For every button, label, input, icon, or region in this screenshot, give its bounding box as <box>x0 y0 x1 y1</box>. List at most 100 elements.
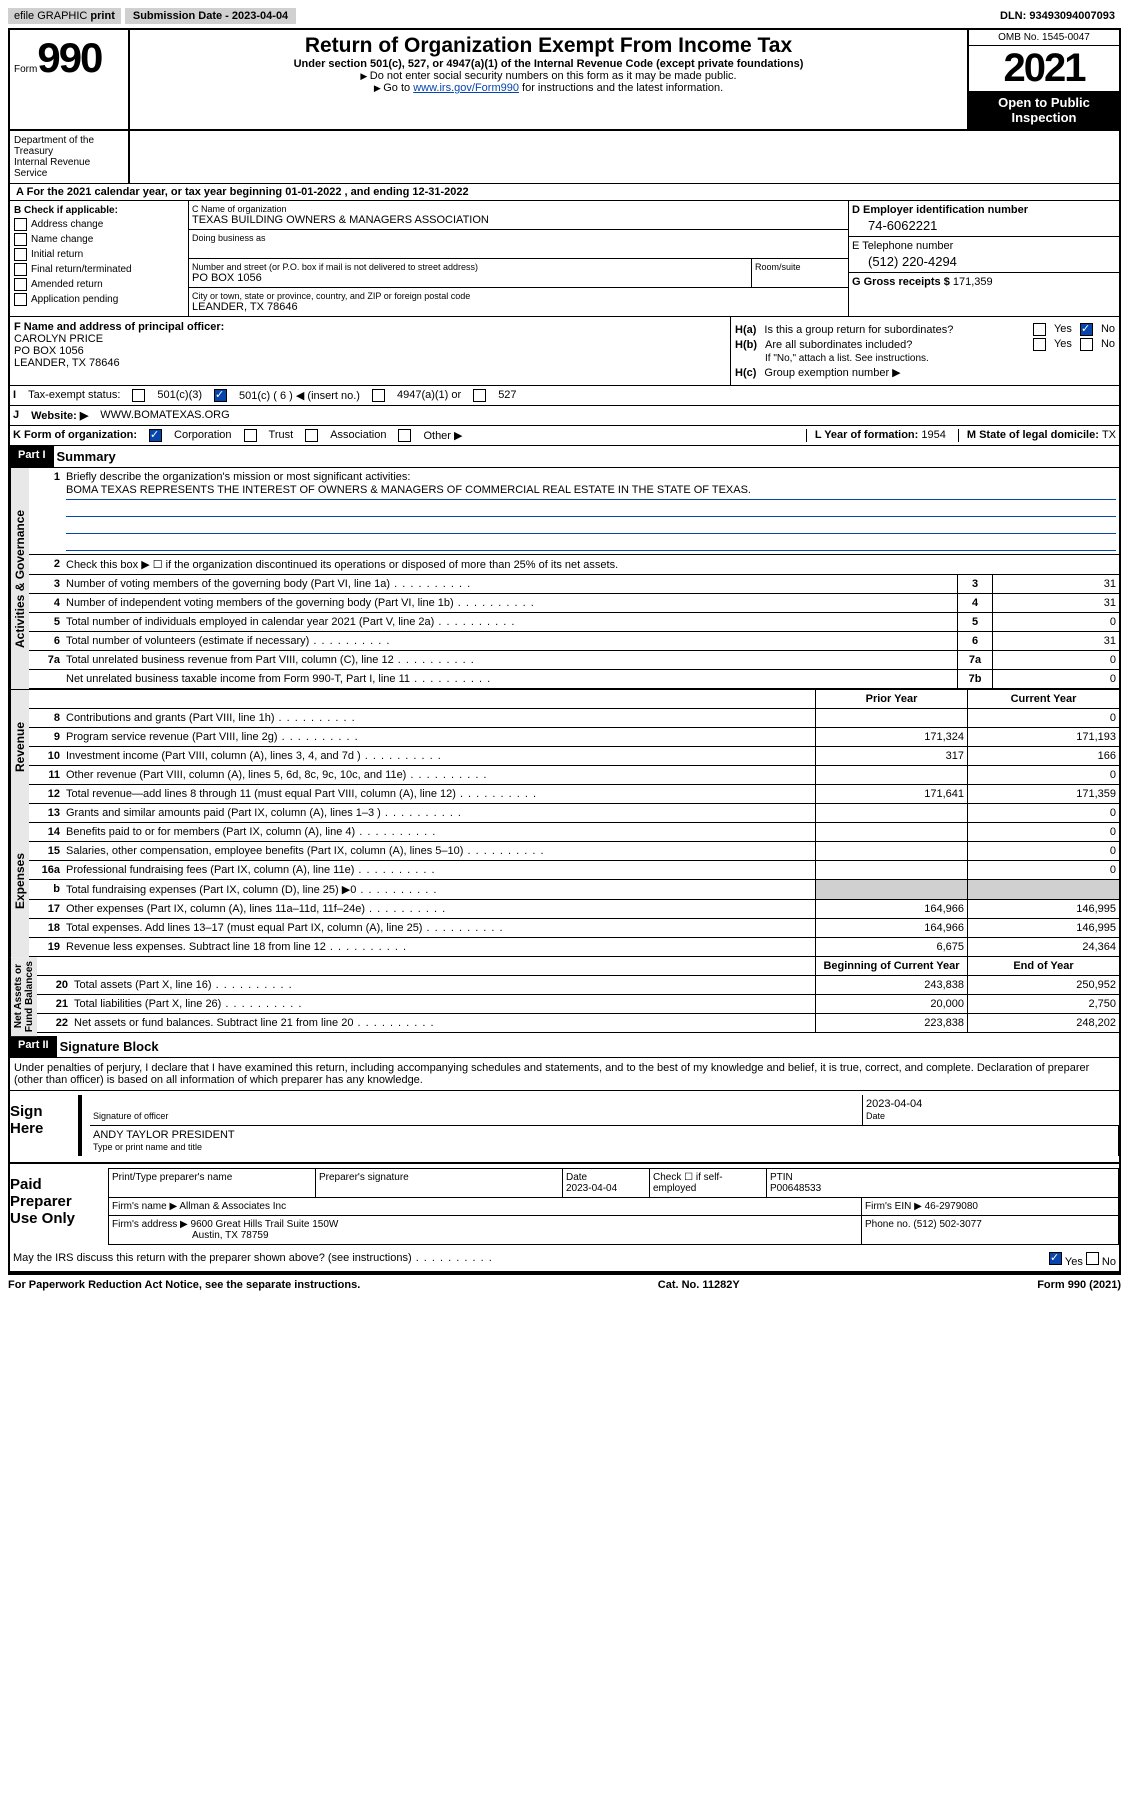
mission-description: Briefly describe the organization's miss… <box>63 468 1119 554</box>
current-8: 0 <box>967 709 1119 727</box>
prior-16a <box>815 861 967 879</box>
cb-discuss-no[interactable] <box>1086 1252 1099 1265</box>
department-box: Department of the TreasuryInternal Reven… <box>10 131 130 183</box>
line-21: Total liabilities (Part X, line 26) <box>71 995 815 1013</box>
cb-ha-yes[interactable] <box>1033 323 1046 336</box>
footer-row: For Paperwork Reduction Act Notice, see … <box>8 1275 1121 1295</box>
prior-10: 317 <box>815 747 967 765</box>
tab-revenue: Revenue <box>10 690 29 804</box>
current-11: 0 <box>967 766 1119 784</box>
cb-501c[interactable] <box>214 389 227 402</box>
line-11: Other revenue (Part VIII, column (A), li… <box>63 766 815 784</box>
line-b: Total fundraising expenses (Part IX, col… <box>63 880 815 899</box>
omb-number: OMB No. 1545-0047 <box>969 30 1119 46</box>
line-7a: Total unrelated business revenue from Pa… <box>63 651 957 669</box>
line-6: Total number of volunteers (estimate if … <box>63 632 957 650</box>
current-17: 146,995 <box>967 900 1119 918</box>
section-i: ITax-exempt status: 501(c)(3) 501(c) ( 6… <box>10 386 1119 406</box>
current-9: 171,193 <box>967 728 1119 746</box>
cb-association[interactable] <box>305 429 318 442</box>
cb-4947[interactable] <box>372 389 385 402</box>
cb-initial-return[interactable] <box>14 248 27 261</box>
prior-11 <box>815 766 967 784</box>
irs-link[interactable]: www.irs.gov/Form990 <box>413 82 519 94</box>
line-10: Investment income (Part VIII, column (A)… <box>63 747 815 765</box>
current-15: 0 <box>967 842 1119 860</box>
period-line: A For the 2021 calendar year, or tax yea… <box>10 184 1119 201</box>
firm-ein: 46-2979080 <box>925 1201 978 1212</box>
open-to-public: Open to PublicInspection <box>969 91 1119 129</box>
val-6: 31 <box>992 632 1119 650</box>
current-16a: 0 <box>967 861 1119 879</box>
prior-b <box>815 880 967 899</box>
col-current-year: Current Year <box>967 690 1119 708</box>
section-h: H(a)Is this a group return for subordina… <box>731 317 1119 385</box>
cb-corporation[interactable] <box>149 429 162 442</box>
current-10: 166 <box>967 747 1119 765</box>
line-4: Number of independent voting members of … <box>63 594 957 612</box>
cb-other[interactable] <box>398 429 411 442</box>
cb-ha-no[interactable] <box>1080 323 1093 336</box>
current-22: 248,202 <box>967 1014 1119 1032</box>
col-begin-year: Beginning of Current Year <box>815 957 967 975</box>
form-990-container: Form990 Return of Organization Exempt Fr… <box>8 28 1121 1275</box>
paid-preparer-label: PaidPreparerUse Only <box>10 1168 100 1245</box>
firm-phone: (512) 502-3077 <box>913 1219 981 1230</box>
prior-21: 20,000 <box>815 995 967 1013</box>
line-3: Number of voting members of the governin… <box>63 575 957 593</box>
efile-header: efile GRAPHIC print Submission Date - 20… <box>8 8 1121 24</box>
tab-governance: Activities & Governance <box>10 468 29 689</box>
website-url: WWW.BOMATEXAS.ORG <box>100 409 229 422</box>
section-j: JWebsite: ▶WWW.BOMATEXAS.ORG <box>10 406 1119 426</box>
tab-netassets: Net Assets orFund Balances <box>10 957 37 1036</box>
cb-name-change[interactable] <box>14 233 27 246</box>
cb-final-return[interactable] <box>14 263 27 276</box>
tab-expenses: Expenses <box>10 804 29 957</box>
col-prior-year: Prior Year <box>815 690 967 708</box>
cb-amended-return[interactable] <box>14 278 27 291</box>
omb-year-box: OMB No. 1545-0047 2021 Open to PublicIns… <box>967 30 1119 129</box>
section-c-container: C Name of organizationTEXAS BUILDING OWN… <box>189 201 848 316</box>
firm-name: Allman & Associates Inc <box>179 1201 286 1212</box>
line-2: Check this box ▶ ☐ if the organization d… <box>63 555 1119 574</box>
org-street: PO BOX 1056 <box>192 272 748 284</box>
line-12: Total revenue—add lines 8 through 11 (mu… <box>63 785 815 803</box>
efile-print-link[interactable]: efile GRAPHIC print <box>8 8 121 24</box>
self-employed-check[interactable]: Check ☐ if self-employed <box>650 1169 767 1197</box>
officer-name: ANDY TAYLOR PRESIDENT <box>93 1129 235 1141</box>
val-7b: 0 <box>992 670 1119 688</box>
prior-17: 164,966 <box>815 900 967 918</box>
line-16a: Professional fundraising fees (Part IX, … <box>63 861 815 879</box>
current-b <box>967 880 1119 899</box>
cb-501c3[interactable] <box>132 389 145 402</box>
cb-discuss-yes[interactable] <box>1049 1252 1062 1265</box>
main-title: Return of Organization Exempt From Incom… <box>134 34 963 58</box>
firm-addr1: 9600 Great Hills Trail Suite 150W <box>191 1219 339 1230</box>
section-d-container: D Employer identification number74-60622… <box>848 201 1119 316</box>
line-17: Other expenses (Part IX, column (A), lin… <box>63 900 815 918</box>
current-19: 24,364 <box>967 938 1119 956</box>
subtitle: Under section 501(c), 527, or 4947(a)(1)… <box>134 58 963 70</box>
discuss-line: May the IRS discuss this return with the… <box>10 1249 1119 1273</box>
current-14: 0 <box>967 823 1119 841</box>
prior-22: 223,838 <box>815 1014 967 1032</box>
cb-hb-no[interactable] <box>1080 338 1093 351</box>
cb-hb-yes[interactable] <box>1033 338 1046 351</box>
current-12: 171,359 <box>967 785 1119 803</box>
line-13: Grants and similar amounts paid (Part IX… <box>63 804 815 822</box>
preparer-name-cell: Print/Type preparer's name <box>109 1169 316 1197</box>
current-20: 250,952 <box>967 976 1119 994</box>
cb-527[interactable] <box>473 389 486 402</box>
current-18: 146,995 <box>967 919 1119 937</box>
val-5: 0 <box>992 613 1119 631</box>
penalty-statement: Under penalties of perjury, I declare th… <box>10 1058 1119 1091</box>
dln-box: DLN: 93493094007093 <box>994 8 1121 24</box>
prior-9: 171,324 <box>815 728 967 746</box>
section-k: K Form of organization: Corporation Trus… <box>10 426 1119 446</box>
line-8: Contributions and grants (Part VIII, lin… <box>63 709 815 727</box>
cb-address-change[interactable] <box>14 218 27 231</box>
line-19: Revenue less expenses. Subtract line 18 … <box>63 938 815 956</box>
current-21: 2,750 <box>967 995 1119 1013</box>
cb-trust[interactable] <box>244 429 257 442</box>
cb-application-pending[interactable] <box>14 293 27 306</box>
